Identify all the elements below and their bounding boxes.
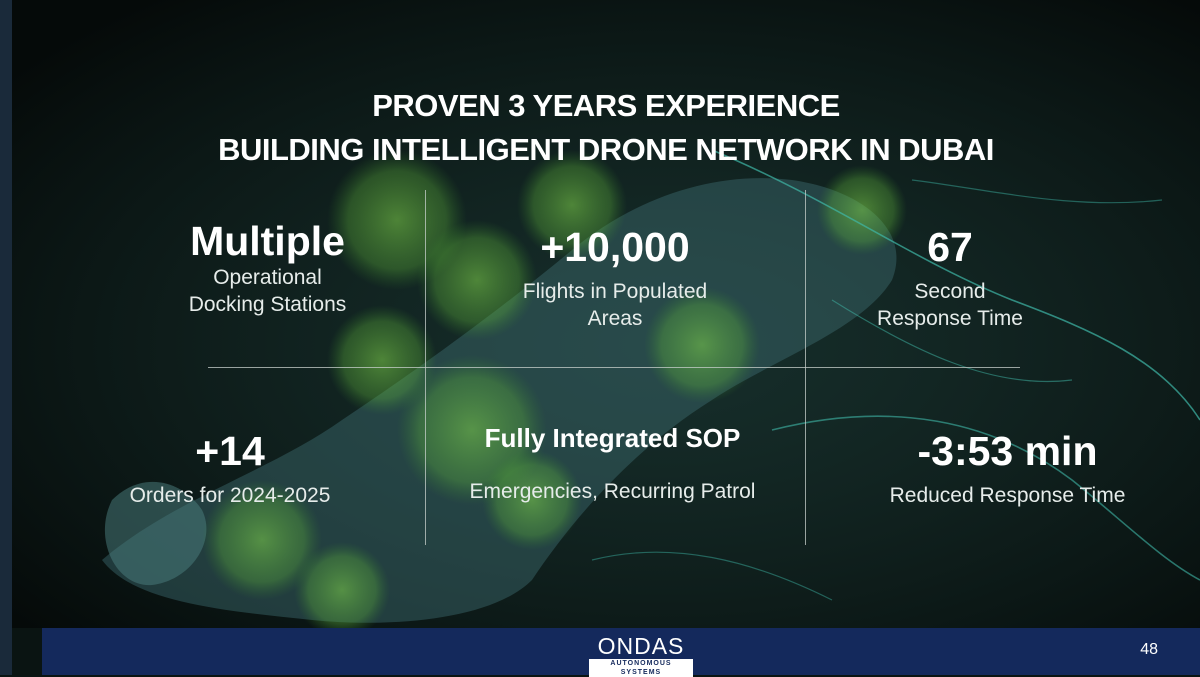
title-line-1: PROVEN 3 YEARS EXPERIENCE bbox=[372, 88, 840, 123]
logo-tagline: AUTONOMOUS SYSTEMS bbox=[589, 659, 693, 677]
stat-flights: +10,000 Flights in Populated Areas bbox=[470, 224, 760, 332]
drone-coverage-map bbox=[12, 0, 1200, 628]
stat-value: Multiple bbox=[190, 218, 345, 264]
stat-caption: Operational bbox=[213, 266, 322, 289]
grid-divider-horizontal bbox=[208, 367, 1020, 368]
stat-value: +10,000 bbox=[540, 224, 690, 270]
footer-bar: ONDAS AUTONOMOUS SYSTEMS 48 bbox=[42, 628, 1200, 677]
page-number: 48 bbox=[1140, 641, 1158, 658]
stat-caption: Flights in Populated bbox=[522, 280, 708, 303]
title-line-2: BUILDING INTELLIGENT DRONE NETWORK IN DU… bbox=[218, 132, 994, 167]
stat-orders: +14 Orders for 2024-2025 bbox=[100, 428, 360, 509]
stat-docking-stations: Multiple Operational Docking Stations bbox=[140, 218, 395, 318]
stat-caption: Areas bbox=[587, 307, 643, 330]
logo-wordmark: ONDAS bbox=[597, 633, 685, 659]
stat-caption: Response Time bbox=[877, 307, 1023, 330]
stat-caption: Docking Stations bbox=[188, 293, 347, 316]
ondas-logo: ONDAS AUTONOMOUS SYSTEMS bbox=[587, 633, 695, 677]
stat-value: 67 bbox=[927, 224, 973, 270]
stat-response-time: 67 Second Response Time bbox=[840, 224, 1060, 332]
slide-title: PROVEN 3 YEARS EXPERIENCE BUILDING INTEL… bbox=[12, 84, 1200, 172]
stat-caption: Emergencies, Recurring Patrol bbox=[469, 480, 756, 503]
stat-value: -3:53 min bbox=[917, 428, 1098, 474]
stat-caption: Second bbox=[914, 280, 986, 303]
stat-integrated-sop: Fully Integrated SOP Emergencies, Recurr… bbox=[440, 422, 785, 505]
background-map bbox=[12, 0, 1200, 628]
stat-caption: Reduced Response Time bbox=[889, 484, 1126, 507]
stat-reduced-response: -3:53 min Reduced Response Time bbox=[860, 428, 1155, 509]
stat-caption: Orders for 2024-2025 bbox=[129, 484, 331, 507]
stat-value: Fully Integrated SOP bbox=[484, 423, 741, 453]
stat-value: +14 bbox=[195, 428, 265, 474]
left-edge-strip bbox=[0, 0, 12, 675]
